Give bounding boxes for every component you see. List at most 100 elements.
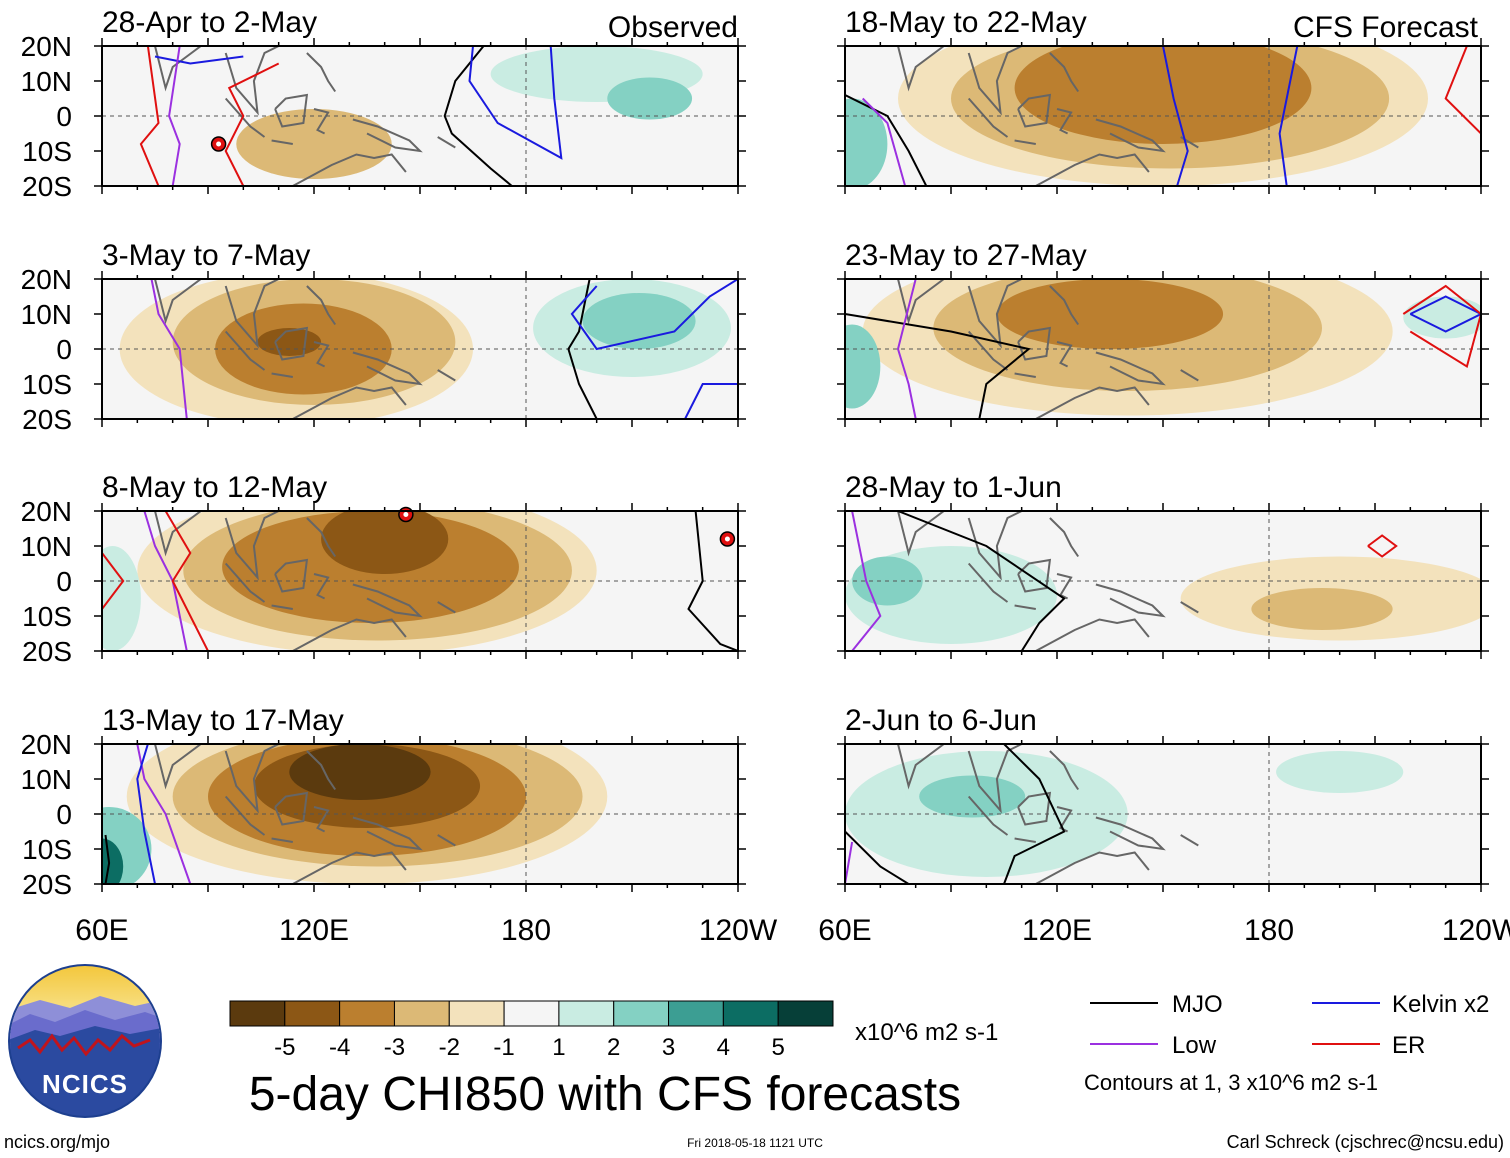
coastline: [271, 837, 293, 843]
y-tick-label: 10N: [21, 299, 72, 330]
x-tick-label: 120E: [279, 914, 349, 947]
y-tick-label: 20S: [22, 869, 72, 900]
panel-forecast-1: 18-May to 22-May: [837, 6, 1489, 194]
contour-mjo: [567, 279, 598, 419]
colorbar-swatch: [503, 1000, 560, 1027]
website-link[interactable]: ncics.org/mjo: [4, 1132, 110, 1152]
coastline: [1095, 351, 1166, 386]
anomaly-region: [996, 279, 1224, 349]
storm-icon: [210, 136, 227, 152]
contour-er: [164, 511, 209, 651]
ncics-logo: NCICS: [8, 964, 162, 1118]
coastline: [967, 562, 1009, 603]
contour-kelvin: [154, 55, 244, 65]
contour-kelvin: [1278, 46, 1299, 186]
panel-observed-4: 13-May to 17-May 20N 10N 0 10S 20S: [21, 704, 746, 900]
anomaly-region: [257, 328, 322, 356]
panel-title: 28-Apr to 2-May: [102, 6, 317, 39]
coastline: [1095, 118, 1166, 153]
coastline: [154, 46, 202, 92]
panel-title: 8-May to 12-May: [102, 471, 327, 504]
coastline: [224, 97, 266, 138]
coastline: [1095, 583, 1166, 618]
observed-label: Observed: [608, 11, 738, 44]
panel-title: 23-May to 27-May: [845, 239, 1087, 272]
panel-title: 3-May to 7-May: [102, 239, 310, 272]
colorbar-label: -5: [274, 1034, 295, 1061]
anomaly-region: [845, 324, 881, 409]
y-tick-label: 0: [56, 101, 72, 132]
y-tick-label: 10S: [22, 834, 72, 865]
x-tick-label: 60E: [75, 914, 128, 947]
coastline: [1049, 285, 1080, 326]
figure-title: 5-day CHI850 with CFS forecasts: [249, 1068, 961, 1121]
y-tick-label: 0: [56, 334, 72, 365]
coastline: [274, 791, 309, 826]
coastline: [224, 330, 266, 371]
y-tick-label: 10S: [22, 136, 72, 167]
colorbar-swatch: [393, 1000, 450, 1027]
y-tick-label: 20N: [21, 729, 72, 760]
panel-title: 13-May to 17-May: [102, 704, 344, 737]
coastline: [1095, 816, 1166, 851]
y-tick-label: 20N: [21, 264, 72, 295]
coastline: [1014, 604, 1036, 610]
coastline: [1014, 372, 1036, 378]
contour-kelvin: [570, 279, 738, 351]
coastline: [306, 750, 337, 791]
contour-er: [1444, 46, 1481, 135]
contour-mjo: [845, 830, 910, 884]
contour-mjo: [845, 94, 928, 186]
coastline: [271, 604, 293, 610]
coastline: [224, 46, 280, 116]
coastline: [1035, 153, 1150, 186]
coastline: [1056, 341, 1073, 368]
coastline: [967, 279, 1023, 349]
coastline: [1017, 326, 1052, 361]
coastline: [1035, 618, 1150, 651]
y-tick-label: 20S: [22, 171, 72, 202]
coastline: [437, 369, 456, 382]
panel-observed-2: 3-May to 7-May 20N 10N 0 10S 20S: [21, 239, 746, 435]
anomaly-region: [607, 77, 693, 120]
x-tick-label: 180: [1244, 914, 1294, 947]
coastline: [352, 118, 423, 153]
colorbar-label: 4: [717, 1034, 730, 1061]
coastline: [271, 139, 293, 145]
contour-kelvin: [684, 383, 738, 419]
contour-er: [139, 46, 160, 186]
contour-er: [224, 62, 280, 186]
colorbar: -5 -4 -3 -2 -1 1 2 3 4 5: [229, 1000, 834, 1061]
coastline: [154, 511, 202, 557]
coastline: [224, 279, 280, 349]
author-credit: Carl Schreck (cjschrec@ncsu.edu): [1227, 1132, 1504, 1152]
contour-low: [136, 744, 192, 884]
y-tick-label: 10S: [22, 601, 72, 632]
contour-er: [1367, 534, 1398, 558]
colorbar-label: -1: [493, 1034, 514, 1061]
colorbar-label: -2: [439, 1034, 460, 1061]
coastline: [224, 744, 280, 814]
anomaly-region: [289, 744, 431, 800]
coastline: [1014, 139, 1036, 145]
colorbar-swatch: [448, 1000, 505, 1027]
coastline: [306, 285, 337, 326]
coastline: [313, 341, 330, 368]
colorbar-swatch: [668, 1000, 724, 1027]
contour-mjo: [845, 313, 1031, 419]
coastline: [897, 46, 945, 92]
contour-low: [851, 511, 882, 651]
coastline: [352, 583, 423, 618]
contour-low: [143, 511, 188, 651]
coastline: [274, 558, 309, 593]
legend-label-mjo: MJO: [1172, 991, 1223, 1018]
coastline: [967, 97, 1009, 138]
y-tick-label: 10N: [21, 531, 72, 562]
legend-label-low: Low: [1172, 1032, 1217, 1059]
anomaly-region: [919, 775, 1026, 818]
contour-mjo: [897, 511, 1066, 651]
contour-low: [150, 279, 188, 419]
coastline: [967, 330, 1009, 371]
colorbar-swatch: [777, 1000, 834, 1027]
